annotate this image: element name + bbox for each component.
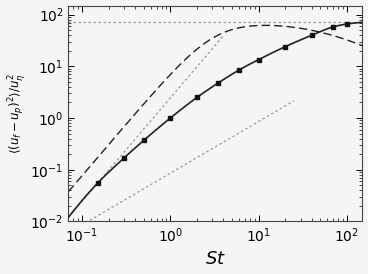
Y-axis label: $\langle(u_f - u_p)^2\rangle/u_\eta^2$: $\langle(u_f - u_p)^2\rangle/u_\eta^2$ <box>6 73 28 154</box>
X-axis label: $St$: $St$ <box>205 250 226 269</box>
